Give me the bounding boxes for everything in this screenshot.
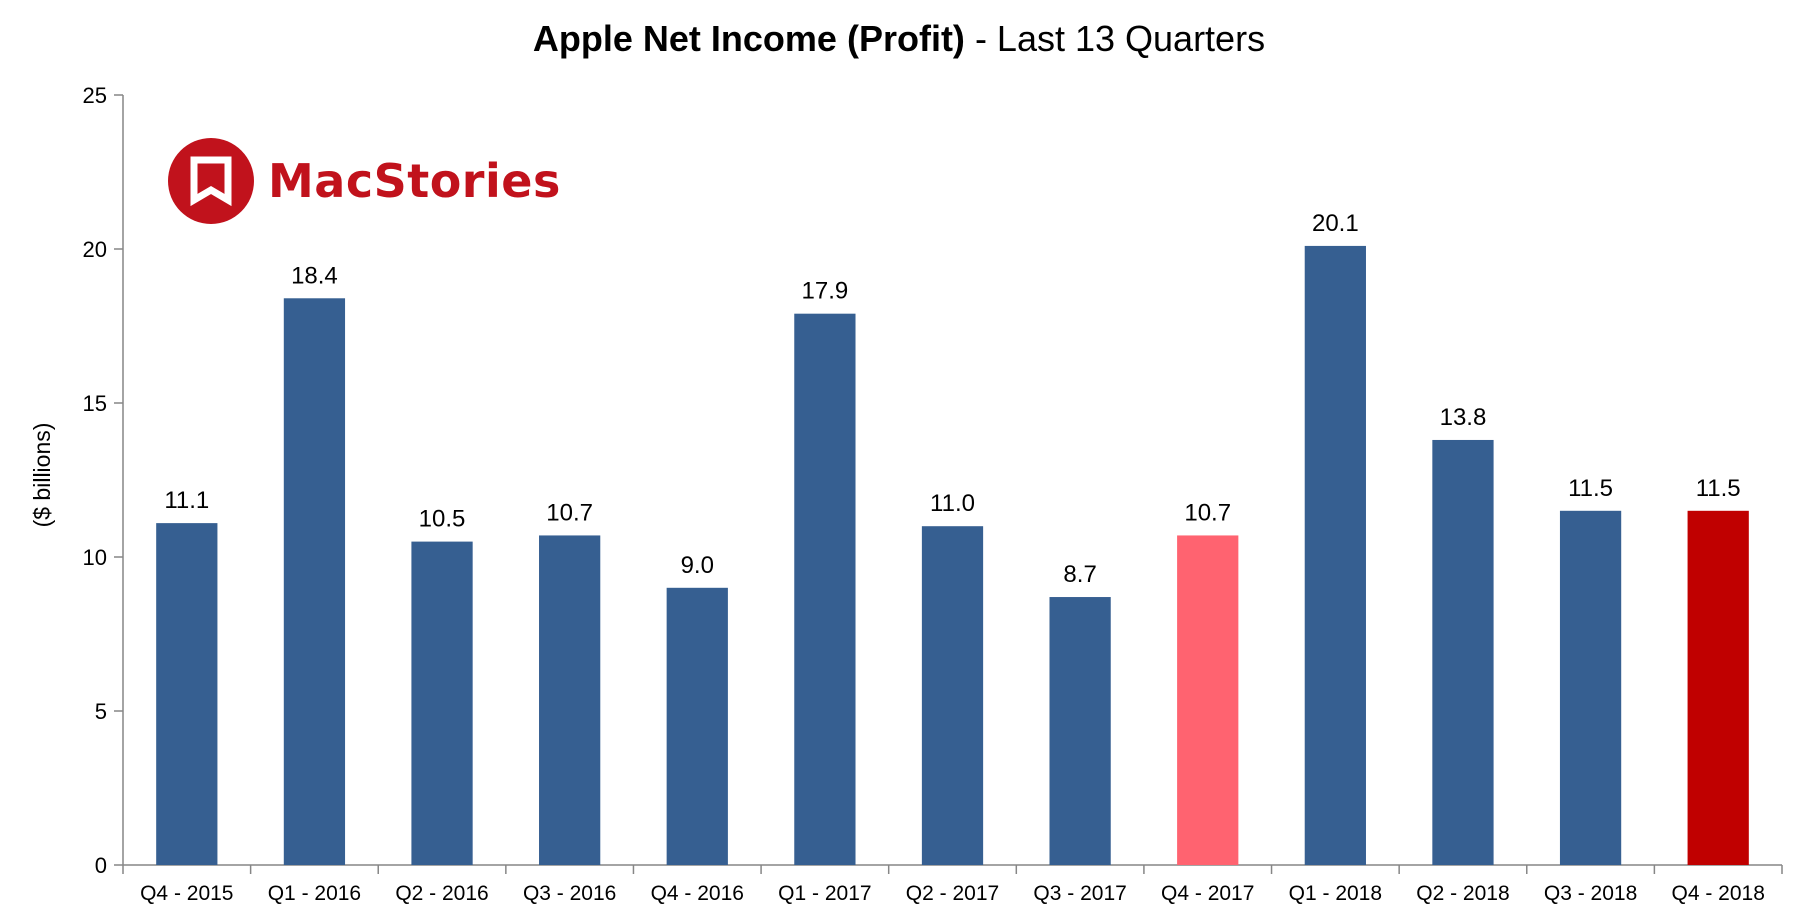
category-label: Q4 - 2016 <box>651 882 744 905</box>
bar <box>1177 535 1239 865</box>
bar <box>921 526 984 865</box>
y-tick-label: 15 <box>83 391 107 416</box>
data-label: 10.5 <box>419 506 466 533</box>
data-label: 13.8 <box>1440 404 1487 431</box>
data-label: 11.5 <box>1696 475 1741 502</box>
data-label: 11.5 <box>1568 475 1613 502</box>
category-label: Q1 - 2017 <box>778 882 871 905</box>
y-tick-label: 25 <box>83 83 107 108</box>
category-label: Q4 - 2015 <box>140 882 233 905</box>
data-label-group: 11.1 18.4 10.5 10.7 9.0 17.9 11.0 8.7 10.7 20.1 13… <box>164 210 1740 588</box>
chart-title-sub: - Last 13 Quarters <box>964 18 1266 59</box>
category-label: Q2 - 2016 <box>395 882 488 905</box>
data-label: 10.7 <box>546 499 593 526</box>
category-label: Q3 - 2017 <box>1033 882 1126 905</box>
y-tick-label: 0 <box>95 853 107 878</box>
bar <box>1304 245 1366 866</box>
bar <box>1687 510 1749 865</box>
data-label: 11.1 <box>164 487 209 514</box>
y-tick-label: 20 <box>83 237 107 262</box>
bar <box>539 535 601 865</box>
macstories-logo: MacStories <box>168 138 561 224</box>
category-label: Q2 - 2018 <box>1416 882 1509 905</box>
bookmark-circle-icon <box>168 138 254 224</box>
y-tick-label: 10 <box>83 545 107 570</box>
bar <box>1432 439 1494 865</box>
bar <box>411 541 473 865</box>
category-label: Q4 - 2018 <box>1671 882 1764 905</box>
category-label: Q4 - 2017 <box>1161 882 1254 905</box>
data-label: 10.7 <box>1184 499 1231 526</box>
bar <box>1559 510 1622 865</box>
category-label-group: Q4 - 2015 Q1 - 2016 Q2 - 2016 Q3 - 2016 Q4 -… <box>140 882 1765 905</box>
bar <box>156 523 218 865</box>
chart-title-main: Apple Net Income (Profit) <box>532 18 965 59</box>
category-label: Q3 - 2018 <box>1544 882 1637 905</box>
data-label: 11.0 <box>930 490 975 517</box>
data-label: 8.7 <box>1063 561 1096 588</box>
bar <box>666 587 728 865</box>
chart-axes: 0 5 10 15 20 25 <box>83 83 1783 878</box>
data-label: 20.1 <box>1312 210 1359 237</box>
bar <box>1049 597 1111 865</box>
data-label: 9.0 <box>681 552 714 579</box>
data-label: 18.4 <box>291 262 338 289</box>
bar <box>794 313 856 865</box>
category-label: Q3 - 2016 <box>523 882 616 905</box>
y-axis-title: ($ billions) <box>29 423 55 528</box>
category-label: Q1 - 2018 <box>1289 882 1382 905</box>
data-label: 17.9 <box>802 278 849 305</box>
bar <box>283 298 346 865</box>
category-label: Q2 - 2017 <box>906 882 999 905</box>
chart-title: Apple Net Income (Profit) - Last 13 Quar… <box>0 18 1798 60</box>
logo-text: MacStories <box>268 154 561 208</box>
y-tick-label: 5 <box>95 699 107 724</box>
bar-group <box>156 245 1749 866</box>
category-label: Q1 - 2016 <box>268 882 361 905</box>
